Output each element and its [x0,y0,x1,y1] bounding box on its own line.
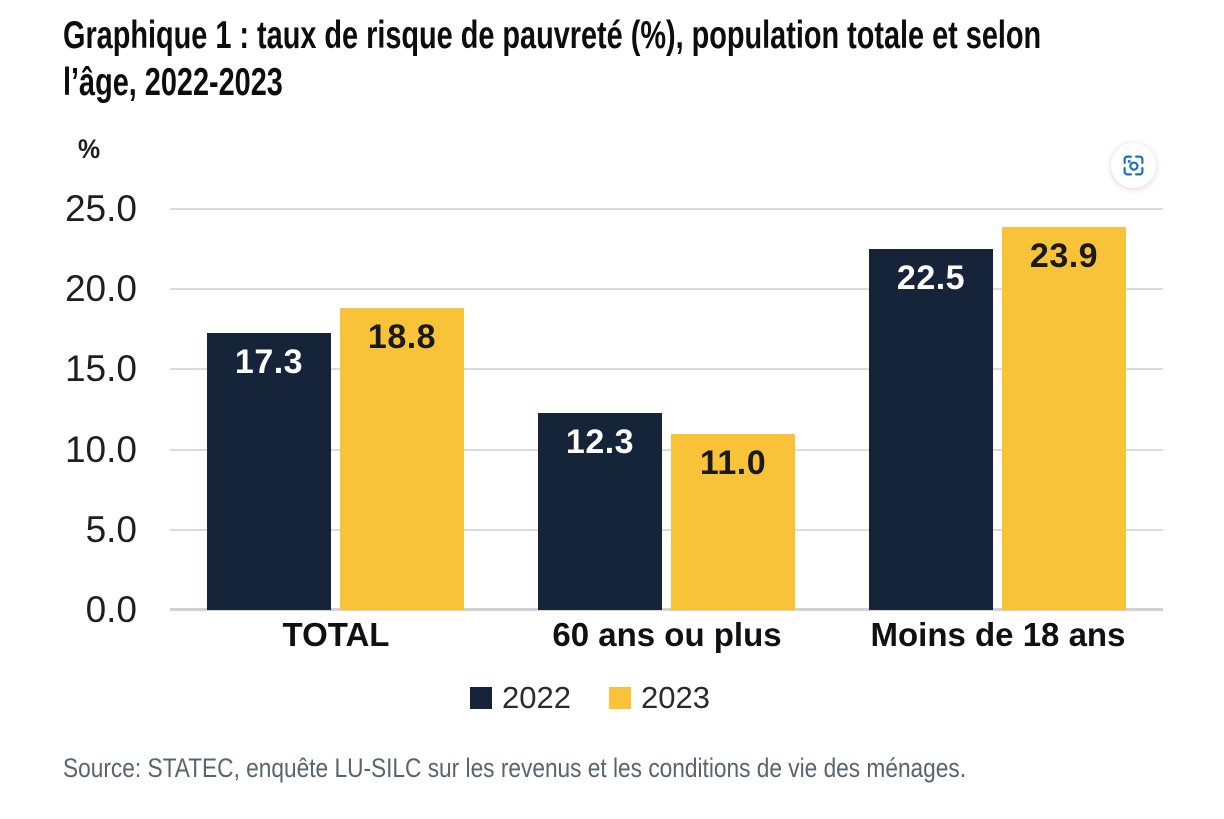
gridline [170,449,1163,451]
y-axis-tick-label: 25.0 [64,188,137,229]
bar-2022-60-ans-ou-plus: 12.3 [538,413,662,610]
y-axis-unit-label: % [78,134,101,164]
y-axis-tick-label: 10.0 [64,429,137,470]
chart-title-line-2: l’âge, 2022-2023 [63,61,283,104]
bar-2023-moins-de-18-ans: 23.9 [1002,227,1126,610]
bar-2022-total: 17.3 [207,333,331,610]
bar-2022-moins-de-18-ans: 22.5 [869,249,993,610]
bar-value-label: 23.9 [1029,237,1099,275]
camera-focus-icon [1123,155,1144,176]
legend-label-2022: 2022 [502,680,571,715]
gridline [170,529,1163,531]
gridline [170,288,1163,290]
bar-value-label: 12.3 [565,423,635,461]
legend: 2022 2023 [0,680,1202,716]
screenshot-button[interactable] [1111,143,1156,188]
legend-item-2023: 2023 [609,680,710,716]
chart-title-line-1: Graphique 1 : taux de risque de pauvreté… [63,14,1042,57]
bar-2023-60-ans-ou-plus: 11.0 [671,434,795,610]
legend-item-2022: 2022 [470,680,571,716]
bar-value-label: 11.0 [699,444,767,482]
bar-value-label: 18.8 [367,318,437,356]
x-axis-baseline [170,608,1163,611]
gridline [170,208,1163,210]
bar-2023-total: 18.8 [340,308,464,610]
bar-value-label: 17.3 [234,343,304,381]
y-axis-tick-label: 15.0 [64,348,137,389]
gridline [170,368,1163,370]
y-axis-tick-label: 20.0 [64,268,137,309]
chart-title: Graphique 1 : taux de risque de pauvreté… [63,12,1041,106]
legend-swatch-2022 [470,687,493,709]
category-label-60-ans-ou-plus: 60 ans ou plus [552,616,782,653]
y-axis-tick-label: 5.0 [85,509,137,550]
legend-label-2023: 2023 [641,680,710,715]
category-label-moins-de-18-ans: Moins de 18 ans [870,616,1126,653]
source-note: Source: STATEC, enquête LU-SILC sur les … [63,753,967,783]
y-axis-tick-label: 0.0 [85,589,137,630]
bar-value-label: 22.5 [896,259,966,297]
category-label-total: TOTAL [282,616,390,653]
plot-area: 17.3 18.8 12.3 11.0 22.5 23.9 [170,208,1163,611]
legend-swatch-2023 [609,687,631,709]
